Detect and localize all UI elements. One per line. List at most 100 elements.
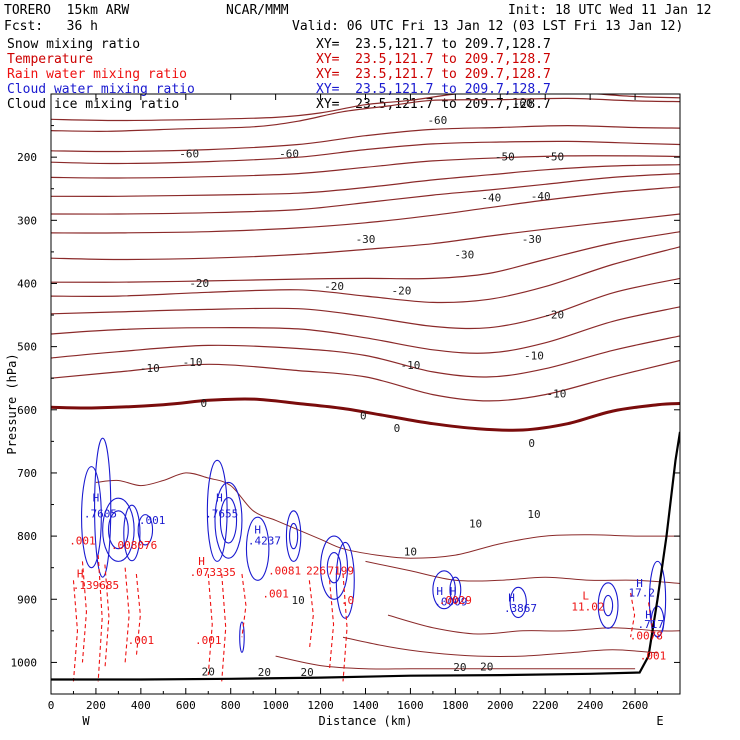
rain-water-label: .001 — [262, 588, 289, 601]
model-title: TORERO 15km ARW — [4, 3, 130, 18]
cloud-water-label: .7605 — [84, 508, 117, 521]
isotherm-line — [51, 97, 680, 132]
field-xy-range: XY= 23.5,121.7 to 209.7,128.7 — [316, 97, 551, 112]
rain-water-contour — [97, 555, 103, 682]
cloud-water-contour — [289, 522, 299, 550]
cloud-water-label: .7655 — [205, 508, 238, 521]
y-tick-label: 900 — [17, 593, 37, 606]
isotherm-label: -60 — [513, 97, 533, 110]
rain-water-label: .0078 — [630, 629, 663, 642]
field-label: Rain water mixing ratio — [7, 67, 188, 82]
field-xy-range: XY= 23.5,121.7 to 209.7,128.7 — [316, 52, 551, 67]
isotherm-label: 0 — [394, 422, 401, 435]
rain-water-contour — [124, 567, 130, 663]
isotherm-line — [51, 335, 680, 378]
isotherm-label: -20 — [392, 285, 412, 298]
rain-water-label: .0081 — [268, 564, 301, 577]
y-tick-label: 300 — [17, 214, 37, 227]
isotherm-line — [51, 277, 680, 330]
rain-water-contour — [221, 573, 227, 682]
isotherm-label: 0 — [200, 397, 207, 410]
y-tick-label: 1000 — [11, 656, 38, 669]
isotherm-line — [342, 636, 658, 657]
rain-water-label: .001 — [640, 650, 667, 663]
rain-water-label: .001 — [69, 535, 96, 548]
field-xy-range: XY= 23.5,121.7 to 209.7,128.7 — [316, 37, 551, 52]
isotherm-line — [275, 655, 636, 670]
isotherm-line — [51, 124, 680, 153]
cloud-water-label: .3867 — [504, 602, 537, 615]
cloud-water-contour — [94, 437, 112, 578]
terrain-line — [51, 431, 680, 681]
x-tick-label: 2400 — [577, 699, 604, 712]
isotherm-label: 20 — [258, 666, 271, 679]
isotherm-line — [51, 186, 680, 234]
cloud-water-contour — [650, 605, 665, 638]
isotherm-label: -10 — [524, 350, 544, 363]
x-tick-label: 1000 — [262, 699, 289, 712]
cloud-water-contour — [509, 586, 527, 619]
cloud-water-label: .4237 — [248, 535, 281, 548]
cloud-water-label: H — [636, 577, 643, 590]
rain-water-label: .073335 — [190, 566, 236, 579]
rain-water-contour — [630, 592, 636, 638]
x-axis-label: Distance (km) — [319, 714, 413, 728]
isotherm-label: -30 — [522, 233, 542, 246]
y-axis-label: Pressure (hPa) — [5, 353, 19, 454]
cloud-water-contour — [81, 466, 102, 569]
rain-water-label: 7199 — [328, 564, 355, 577]
freezing-level-line — [51, 397, 680, 432]
x-tick-label: 600 — [176, 699, 196, 712]
isotherm-label: 10 — [527, 508, 540, 521]
cloud-water-contour — [245, 516, 270, 581]
west-label: W — [82, 714, 90, 728]
isotherm-label: -60 — [427, 114, 447, 127]
isotherm-label: -30 — [356, 233, 376, 246]
y-tick-label: 700 — [17, 467, 37, 480]
isotherm-label: -30 — [454, 249, 474, 262]
x-tick-label: 2600 — [622, 699, 649, 712]
cloud-water-label: H — [645, 609, 652, 622]
rain-water-contour — [207, 573, 213, 676]
rain-water-contour — [104, 564, 110, 669]
isotherm-label: -20 — [544, 309, 564, 322]
cloud-water-contour — [285, 510, 302, 562]
cloud-water-contour — [449, 576, 462, 603]
isotherm-label: 20 — [202, 665, 215, 678]
cloud-water-label: H — [216, 492, 223, 505]
rain-water-label: .139685 — [73, 579, 119, 592]
rain-water-label: .008076 — [111, 539, 157, 552]
isotherm-label: -40 — [531, 190, 551, 203]
cloud-water-label: H — [254, 523, 261, 536]
cloud-water-contour — [214, 481, 243, 559]
x-tick-label: 200 — [86, 699, 106, 712]
isotherm-label: -40 — [481, 192, 501, 205]
cloud-water-contour — [206, 459, 228, 562]
isotherm-label: -20 — [189, 277, 209, 290]
x-tick-label: 2000 — [487, 699, 514, 712]
isotherm-label: 10 — [291, 594, 304, 607]
isotherm-line — [51, 306, 680, 354]
field-label: Cloud ice mixing ratio — [7, 97, 180, 112]
cloud-water-label: .717 — [638, 618, 665, 631]
valid-time: Valid: 06 UTC Fri 13 Jan 12 (03 LST Fri … — [292, 19, 684, 34]
rain-water-label: .0029 — [439, 594, 472, 607]
field-xy-range: XY= 23.5,121.7 to 209.7,128.7 — [316, 82, 551, 97]
isotherm-line — [51, 94, 680, 122]
cloud-water-contour — [326, 551, 342, 584]
isotherm-line — [51, 140, 680, 165]
x-tick-label: 1400 — [352, 699, 379, 712]
isotherm-label: -10 — [400, 359, 420, 372]
y-tick-label: 800 — [17, 530, 37, 543]
rain-water-label: 226 — [306, 564, 326, 577]
isotherm-line — [365, 560, 680, 584]
cloud-water-contour — [102, 497, 135, 562]
cloud-water-contour — [219, 497, 238, 544]
east-label: E — [656, 714, 663, 728]
isotherm-label: -50 — [544, 151, 564, 164]
x-tick-label: 1800 — [442, 699, 469, 712]
rain-water-label: .0 — [341, 594, 354, 607]
cloud-water-contour — [320, 535, 349, 600]
cloud-water-contour — [432, 570, 456, 610]
isotherm-label: -60 — [179, 148, 199, 161]
